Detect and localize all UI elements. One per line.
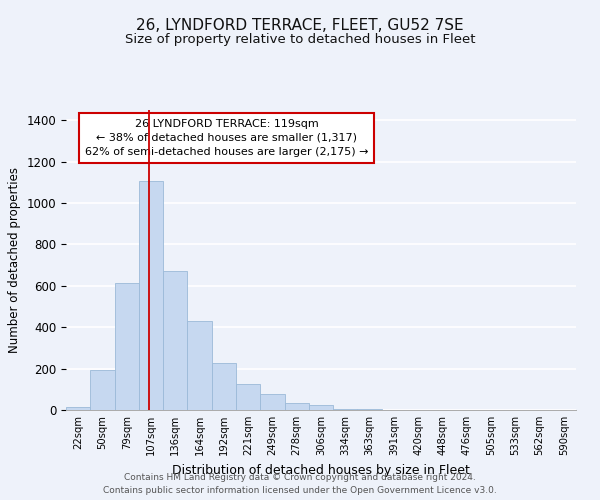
Text: Contains public sector information licensed under the Open Government Licence v3: Contains public sector information licen… bbox=[103, 486, 497, 495]
Bar bbox=[66, 407, 90, 410]
Bar bbox=[187, 321, 212, 410]
Bar bbox=[260, 394, 284, 410]
Bar bbox=[333, 409, 358, 410]
Bar bbox=[163, 272, 187, 410]
Bar bbox=[236, 384, 260, 410]
Text: Contains HM Land Registry data © Crown copyright and database right 2024.: Contains HM Land Registry data © Crown c… bbox=[124, 474, 476, 482]
Bar bbox=[90, 370, 115, 410]
Text: Size of property relative to detached houses in Fleet: Size of property relative to detached ho… bbox=[125, 32, 475, 46]
Text: 26 LYNDFORD TERRACE: 119sqm
← 38% of detached houses are smaller (1,317)
62% of : 26 LYNDFORD TERRACE: 119sqm ← 38% of det… bbox=[85, 119, 368, 157]
Bar bbox=[284, 403, 309, 410]
Y-axis label: Number of detached properties: Number of detached properties bbox=[8, 167, 21, 353]
Bar bbox=[115, 283, 139, 410]
Bar bbox=[309, 405, 333, 410]
X-axis label: Distribution of detached houses by size in Fleet: Distribution of detached houses by size … bbox=[172, 464, 470, 476]
Bar bbox=[212, 364, 236, 410]
Bar bbox=[139, 182, 163, 410]
Text: 26, LYNDFORD TERRACE, FLEET, GU52 7SE: 26, LYNDFORD TERRACE, FLEET, GU52 7SE bbox=[136, 18, 464, 32]
